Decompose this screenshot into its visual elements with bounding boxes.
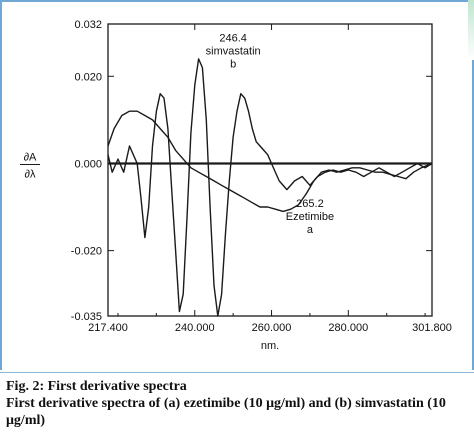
decorative-accent xyxy=(468,0,474,60)
figure-frame xyxy=(0,0,474,370)
chart-axes xyxy=(107,23,433,317)
chart-series xyxy=(107,58,433,317)
annotation-ezetimibe-line: a xyxy=(307,224,314,236)
x-tick-label: 240.000 xyxy=(175,322,215,334)
annotation-ezetimibe-line: Ezetimibe xyxy=(286,211,334,223)
caption-description: First derivative spectra of (a) ezetimib… xyxy=(6,396,446,428)
x-tick-label: 280.000 xyxy=(328,322,368,334)
series-a-line xyxy=(107,110,433,213)
y-tick-label: 0.032 xyxy=(74,19,102,31)
x-tick-label: 260.000 xyxy=(252,322,292,334)
annotation-simvastatin-line: 246.4 xyxy=(219,32,247,44)
y-tick-label: 0.000 xyxy=(74,158,102,170)
plot-border xyxy=(107,23,433,317)
x-tick-label: 301.800 xyxy=(412,322,452,334)
caption-title: Fig. 2: First derivative spectra xyxy=(6,379,187,394)
annotation-simvastatin-line: simvastatin xyxy=(206,45,261,57)
annotation-simvastatin-line: b xyxy=(230,58,236,70)
y-tick-label: -0.020 xyxy=(71,246,102,258)
y-tick-label: -0.035 xyxy=(71,311,102,323)
y-axis-label-denominator: ∂λ xyxy=(25,168,36,180)
annotation-ezetimibe-line: 265.2 xyxy=(296,198,324,210)
x-axis-label: nm. xyxy=(261,340,279,352)
caption-divider xyxy=(0,372,474,373)
x-tick-label: 217.400 xyxy=(88,322,128,334)
y-axis-label-numerator: ∂A xyxy=(24,151,37,163)
series-b-line xyxy=(107,58,433,317)
figure-caption: Fig. 2: First derivative spectra First d… xyxy=(6,378,468,429)
y-tick-label: 0.020 xyxy=(74,71,102,83)
